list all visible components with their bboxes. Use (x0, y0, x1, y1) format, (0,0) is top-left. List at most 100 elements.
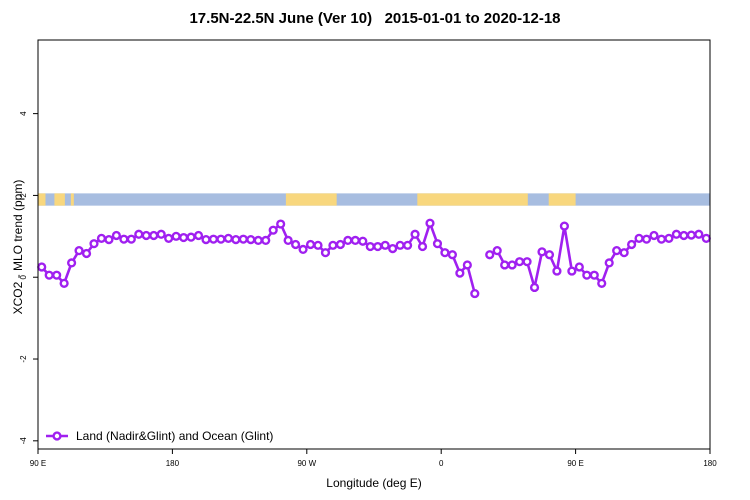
data-point (500, 260, 510, 270)
chart-title: 17.5N-22.5N June (Ver 10) 2015-01-01 to … (189, 10, 561, 27)
data-point (403, 240, 413, 250)
x-tick-label: 90 W (297, 459, 316, 468)
data-point (186, 232, 196, 242)
data-point (410, 229, 420, 239)
data-point (447, 250, 458, 260)
data-point (89, 239, 99, 249)
land-segment (38, 193, 46, 206)
data-point (626, 239, 637, 250)
land-segment (54, 193, 65, 206)
land-segment (285, 193, 337, 206)
data-point (305, 239, 316, 250)
data-point (641, 234, 652, 244)
data-point (171, 231, 181, 241)
data-point (52, 270, 62, 280)
x-tick-label: 0 (439, 459, 444, 468)
data-point (335, 239, 346, 250)
data-point (291, 239, 301, 250)
y-tick-label: -4 (19, 437, 28, 445)
data-point (208, 234, 219, 244)
data-point (649, 230, 659, 241)
data-point (126, 234, 136, 244)
data-point (350, 235, 360, 246)
data-point (216, 234, 226, 244)
plot-frame (37, 39, 711, 450)
data-point (343, 235, 353, 246)
legend-label: Land (Nadir&Glint) and Ocean (Glint) (76, 429, 273, 443)
data-point (507, 260, 517, 270)
x-tick-label: 180 (166, 459, 180, 468)
data-point (679, 230, 689, 241)
data-point (582, 270, 592, 280)
data-point (522, 257, 532, 267)
data-point (283, 235, 293, 246)
data-point (529, 282, 540, 293)
data-point (141, 230, 151, 241)
data-point (246, 234, 256, 245)
y-tick-label: -2 (19, 355, 28, 363)
legend: Land (Nadir&Glint) and Ocean (Glint) (46, 429, 273, 443)
y-tick-label: 2 (19, 193, 28, 198)
data-point (276, 219, 286, 229)
data-point (440, 248, 450, 258)
y-tick-label: 0 (19, 274, 28, 279)
data-point (686, 230, 696, 240)
data-point (574, 262, 584, 272)
data-point (238, 234, 248, 244)
data-point (37, 262, 47, 272)
data-point (597, 278, 607, 288)
land-segment (70, 193, 74, 206)
data-point (537, 247, 547, 257)
data-point (388, 243, 398, 254)
data-point (514, 257, 525, 267)
land-segment (548, 193, 576, 206)
data-point (223, 233, 234, 243)
data-point (432, 239, 443, 249)
data-point (201, 234, 211, 245)
data-point (328, 240, 338, 250)
y-axis-label: XCO2 - MLO trend (ppm) (11, 179, 25, 315)
data-point (59, 278, 69, 288)
data-point (164, 233, 174, 243)
data-point (365, 241, 375, 252)
data-point (589, 270, 599, 280)
data-point (373, 241, 383, 252)
data-point (470, 288, 480, 299)
data-point (455, 268, 465, 278)
data-point (44, 270, 54, 280)
data-point (417, 241, 428, 252)
data-point (179, 232, 189, 243)
data-point (552, 266, 562, 276)
data-point (485, 250, 495, 260)
data-point (612, 246, 622, 256)
data-point (619, 248, 629, 258)
data-point (149, 230, 159, 241)
legend-marker (52, 431, 62, 441)
data-point (104, 234, 114, 245)
series-layer (37, 218, 711, 299)
data-point (156, 229, 166, 239)
y-tick-label: 4 (19, 111, 28, 116)
data-point (559, 221, 570, 231)
data-point (96, 233, 107, 243)
data-point (320, 248, 331, 258)
data-point (313, 240, 323, 250)
data-point (119, 234, 129, 244)
data-point (358, 236, 368, 246)
data-point (425, 218, 435, 228)
data-point (66, 258, 77, 268)
data-point (656, 234, 667, 244)
data-point (261, 235, 271, 246)
data-point (701, 233, 711, 243)
x-tick-label: 90 E (567, 459, 583, 468)
data-point (193, 230, 204, 241)
data-point (253, 235, 263, 246)
data-point (664, 233, 674, 243)
data-point (298, 244, 308, 255)
data-point (462, 260, 472, 270)
land-ocean-band (38, 193, 710, 206)
axis-ticks: 90 E 180 90 W 0 90 E 180 -4 -2 0 2 4 (19, 111, 717, 468)
data-point (134, 229, 144, 239)
data-point (544, 250, 555, 260)
